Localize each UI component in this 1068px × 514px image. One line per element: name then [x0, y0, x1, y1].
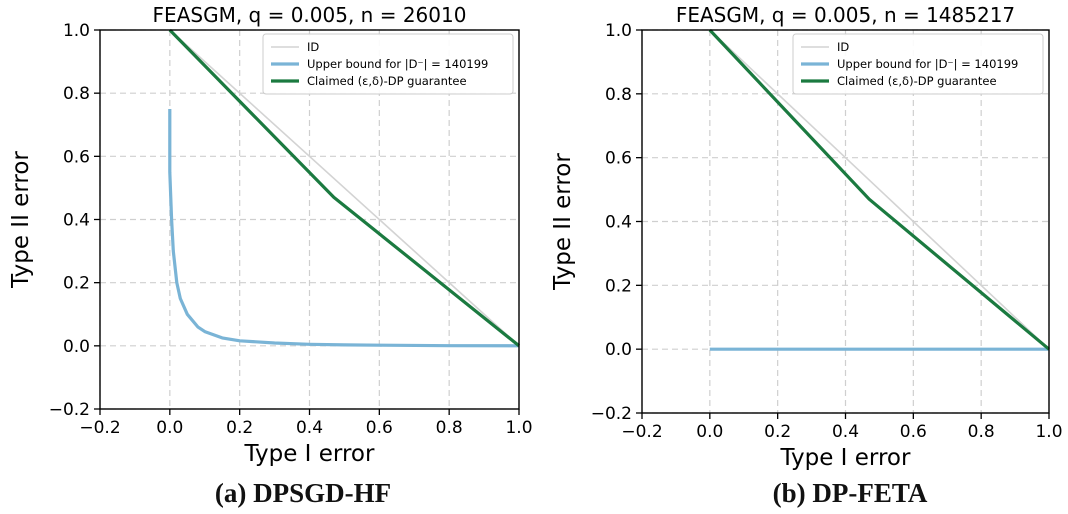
x-tick-label-3: 0.4 [296, 418, 323, 438]
legend-label-0: ID [837, 40, 849, 54]
y-tick-label-6: 1.0 [63, 21, 90, 41]
legend: ID Upper bound for |D⁻| = 140199 Claimed (… [792, 33, 1044, 95]
y-tick-label-3: 0.4 [63, 211, 90, 231]
series-1-line [168, 109, 520, 348]
legend-label-0: ID [307, 40, 319, 54]
x-axis-label: Type I error [244, 441, 375, 467]
chart-title: FEASGM, q = 0.005, n = 1485217 [676, 3, 1015, 27]
y-tick-label-2: 0.2 [63, 274, 90, 294]
y-tick-label-0: −0.2 [591, 404, 632, 424]
x-tick-label-6: 1.0 [1035, 422, 1062, 442]
y-axis-label: Type II error [8, 151, 34, 289]
y-axis-label: Type II error [550, 153, 576, 291]
y-tick-label-0: −0.2 [49, 400, 90, 420]
legend-box [792, 33, 1044, 95]
legend-label-1: Upper bound for |D⁻| = 140199 [837, 57, 1018, 71]
x-tick-label-6: 1.0 [505, 418, 532, 438]
series-0-line [709, 29, 1050, 350]
y-tick-label-4: 0.6 [63, 147, 90, 167]
series-2-line [168, 28, 521, 348]
y-tick-label-5: 0.8 [63, 84, 90, 104]
x-tick-label-4: 0.6 [366, 418, 393, 438]
figure: −0.2−0.20.00.00.20.20.40.40.60.60.80.81.… [8, 3, 1063, 471]
x-tick-label-3: 0.4 [832, 422, 859, 442]
x-tick-label-2: 0.2 [764, 422, 791, 442]
legend-label-2: Claimed (ε,δ)-DP guarantee [837, 74, 997, 88]
y-tick-label-3: 0.4 [605, 213, 632, 233]
y-tick-label-6: 1.0 [605, 21, 632, 41]
x-tick-label-1: 0.0 [696, 422, 723, 442]
x-tick-label-0: −0.2 [79, 418, 120, 438]
chart-0: −0.2−0.2 0.0 0.0 0.2 0.2 0.4 0.4 0.6 0.6 0.8 0.8 1.… [8, 3, 533, 467]
y-tick-label-1: 0.0 [605, 340, 632, 360]
caption-a: (a) DPSGD-HF [214, 478, 392, 508]
series-0-line [169, 29, 520, 347]
x-tick-label-4: 0.6 [900, 422, 927, 442]
x-axis-label: Type I error [780, 445, 911, 471]
x-tick-label-2: 0.2 [226, 418, 253, 438]
legend-label-2: Claimed (ε,δ)-DP guarantee [307, 74, 467, 88]
series-2-line [708, 28, 1051, 351]
caption-b: (b) DP-FETA [772, 478, 928, 508]
legend-box [262, 33, 514, 95]
x-tick-label-0: −0.2 [621, 422, 662, 442]
y-tick-label-4: 0.6 [605, 149, 632, 169]
x-tick-label-5: 0.8 [968, 422, 995, 442]
legend-label-1: Upper bound for |D⁻| = 140199 [307, 57, 488, 71]
y-tick-label-5: 0.8 [605, 85, 632, 105]
y-tick-label-2: 0.2 [605, 276, 632, 296]
chart-1: −0.2−0.2 0.0 0.0 0.2 0.2 0.4 0.4 0.6 0.6 0.8 0.8 1.… [550, 3, 1063, 471]
x-tick-label-1: 0.0 [156, 418, 183, 438]
y-tick-label-1: 0.0 [63, 337, 90, 357]
x-tick-label-5: 0.8 [436, 418, 463, 438]
legend: ID Upper bound for |D⁻| = 140199 Claimed (… [262, 33, 514, 95]
chart-title: FEASGM, q = 0.005, n = 26010 [153, 3, 467, 27]
